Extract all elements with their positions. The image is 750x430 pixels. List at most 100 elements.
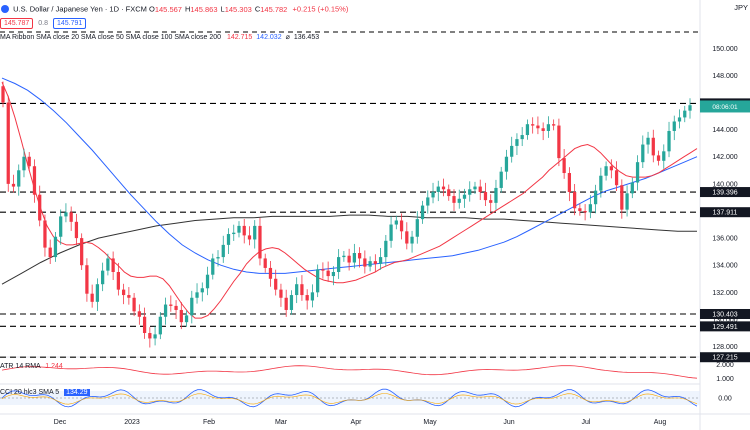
candle-body: [106, 258, 110, 271]
candle-body: [1, 86, 5, 103]
x-tick-label: Apr: [351, 419, 363, 426]
y-tick-label: 130.000: [712, 317, 737, 324]
x-tick-label: Dec: [54, 419, 67, 426]
candle-body: [641, 144, 645, 163]
candle-body: [384, 240, 388, 258]
level-tag: [700, 207, 750, 218]
cci-legend[interactable]: CCI 20 hlc3 SMA 5 134.29: [0, 389, 90, 396]
candle-body: [85, 265, 89, 294]
candle-body: [216, 257, 220, 259]
ma-ribbon-legend[interactable]: MA Ribbon SMA close 20 SMA close 50 SMA …: [0, 33, 319, 41]
trade-buttons: 145.787 0.8 145.791: [0, 18, 87, 29]
ma-ribbon-label: MA Ribbon SMA close 20 SMA close 50 SMA …: [0, 34, 222, 41]
atr-legend[interactable]: ATR 14 RMA 1.244: [0, 363, 63, 370]
candle-body: [142, 316, 147, 334]
candle-body: [305, 295, 309, 301]
spread-value: 0.8: [38, 20, 48, 27]
candle-body: [662, 151, 666, 161]
candle-body: [515, 139, 519, 146]
candle-body: [677, 117, 682, 122]
level-tag: [700, 352, 750, 363]
candle-body: [363, 258, 367, 267]
candle-body: [494, 187, 498, 203]
candle-body: [268, 267, 273, 279]
candle-body: [536, 125, 540, 129]
candle-body: [578, 208, 582, 211]
candle-body: [462, 194, 467, 199]
candle-body: [415, 219, 419, 237]
candle-body: [447, 189, 451, 197]
candle-body: [90, 293, 94, 302]
change-readout: +0.215 (+0.15%): [292, 4, 349, 14]
sma200-line: [1, 214, 697, 285]
candle-body: [410, 236, 414, 244]
candle-body: [242, 225, 246, 236]
candle-body: [614, 170, 619, 186]
level-tag: [700, 308, 750, 319]
candle-body: [111, 258, 115, 272]
candle-body: [583, 210, 587, 213]
cci-sma-line: [1, 393, 698, 405]
candle-body: [279, 289, 283, 298]
candle-body: [426, 197, 430, 206]
candle-body: [38, 194, 42, 221]
candle-body: [347, 255, 351, 263]
ohlc-key: L: [220, 4, 225, 14]
candle-body: [64, 212, 68, 217]
atr-tick-label: 2.000: [716, 362, 734, 369]
ohlc-value: 145.303: [224, 4, 252, 14]
candle-body: [394, 220, 398, 225]
candle-body: [116, 272, 120, 290]
candle-body: [337, 257, 341, 272]
candle-body: [137, 311, 141, 317]
candle-body: [221, 244, 225, 258]
candle-body: [389, 224, 393, 241]
candle-body: [11, 183, 16, 187]
candle-body: [326, 270, 330, 277]
y-tick-label: 142.000: [712, 154, 737, 161]
candle-body: [22, 156, 26, 171]
candle-body: [378, 257, 383, 264]
candle-body: [43, 220, 47, 248]
candle-body: [525, 124, 530, 136]
candle-body: [331, 272, 336, 277]
x-tick-label: May: [423, 419, 437, 426]
candle-body: [473, 186, 477, 190]
x-tick-label: Mar: [275, 419, 288, 426]
candle-body: [620, 185, 624, 210]
candle-body: [158, 316, 162, 335]
level-tag-label: 139.396: [712, 190, 737, 197]
candle-body: [667, 130, 671, 152]
candle-body: [316, 269, 320, 293]
candle-body: [200, 288, 204, 293]
buy-button[interactable]: 145.791: [52, 18, 87, 29]
symbol-title[interactable]: U.S. Dollar / Japanese Yen · 1D · FXCM: [13, 4, 147, 14]
candle-body: [520, 135, 524, 140]
x-tick-label: Feb: [203, 419, 215, 426]
x-tick-label: Aug: [654, 419, 667, 426]
candle-body: [457, 198, 461, 203]
x-tick-label: 2023: [124, 419, 140, 426]
candle-body: [27, 156, 31, 167]
candle-body: [357, 253, 362, 259]
candle-body: [163, 304, 168, 317]
candle-body: [651, 137, 655, 156]
candle-body: [557, 125, 561, 159]
cci-label: CCI 20 hlc3 SMA 5: [0, 389, 60, 396]
candle-body: [531, 124, 535, 126]
symbol-logo-icon: [1, 5, 9, 14]
atr-value: 1.244: [45, 363, 63, 370]
candle-body: [190, 297, 194, 316]
y-tick-label: 144.000: [712, 127, 737, 134]
ma-value: 136.453: [293, 34, 320, 41]
cci-value: 134.29: [64, 389, 90, 396]
candle-body: [420, 205, 425, 220]
candle-body: [263, 258, 267, 268]
candle-body: [593, 190, 598, 205]
level-tag: [700, 187, 750, 198]
sell-button[interactable]: 145.787: [0, 18, 34, 29]
candle-body: [169, 304, 173, 306]
ohlc-readout: O145.567 H145.863 L145.303 C145.782: [149, 4, 290, 14]
candle-body: [399, 220, 404, 232]
candle-body: [205, 274, 210, 289]
